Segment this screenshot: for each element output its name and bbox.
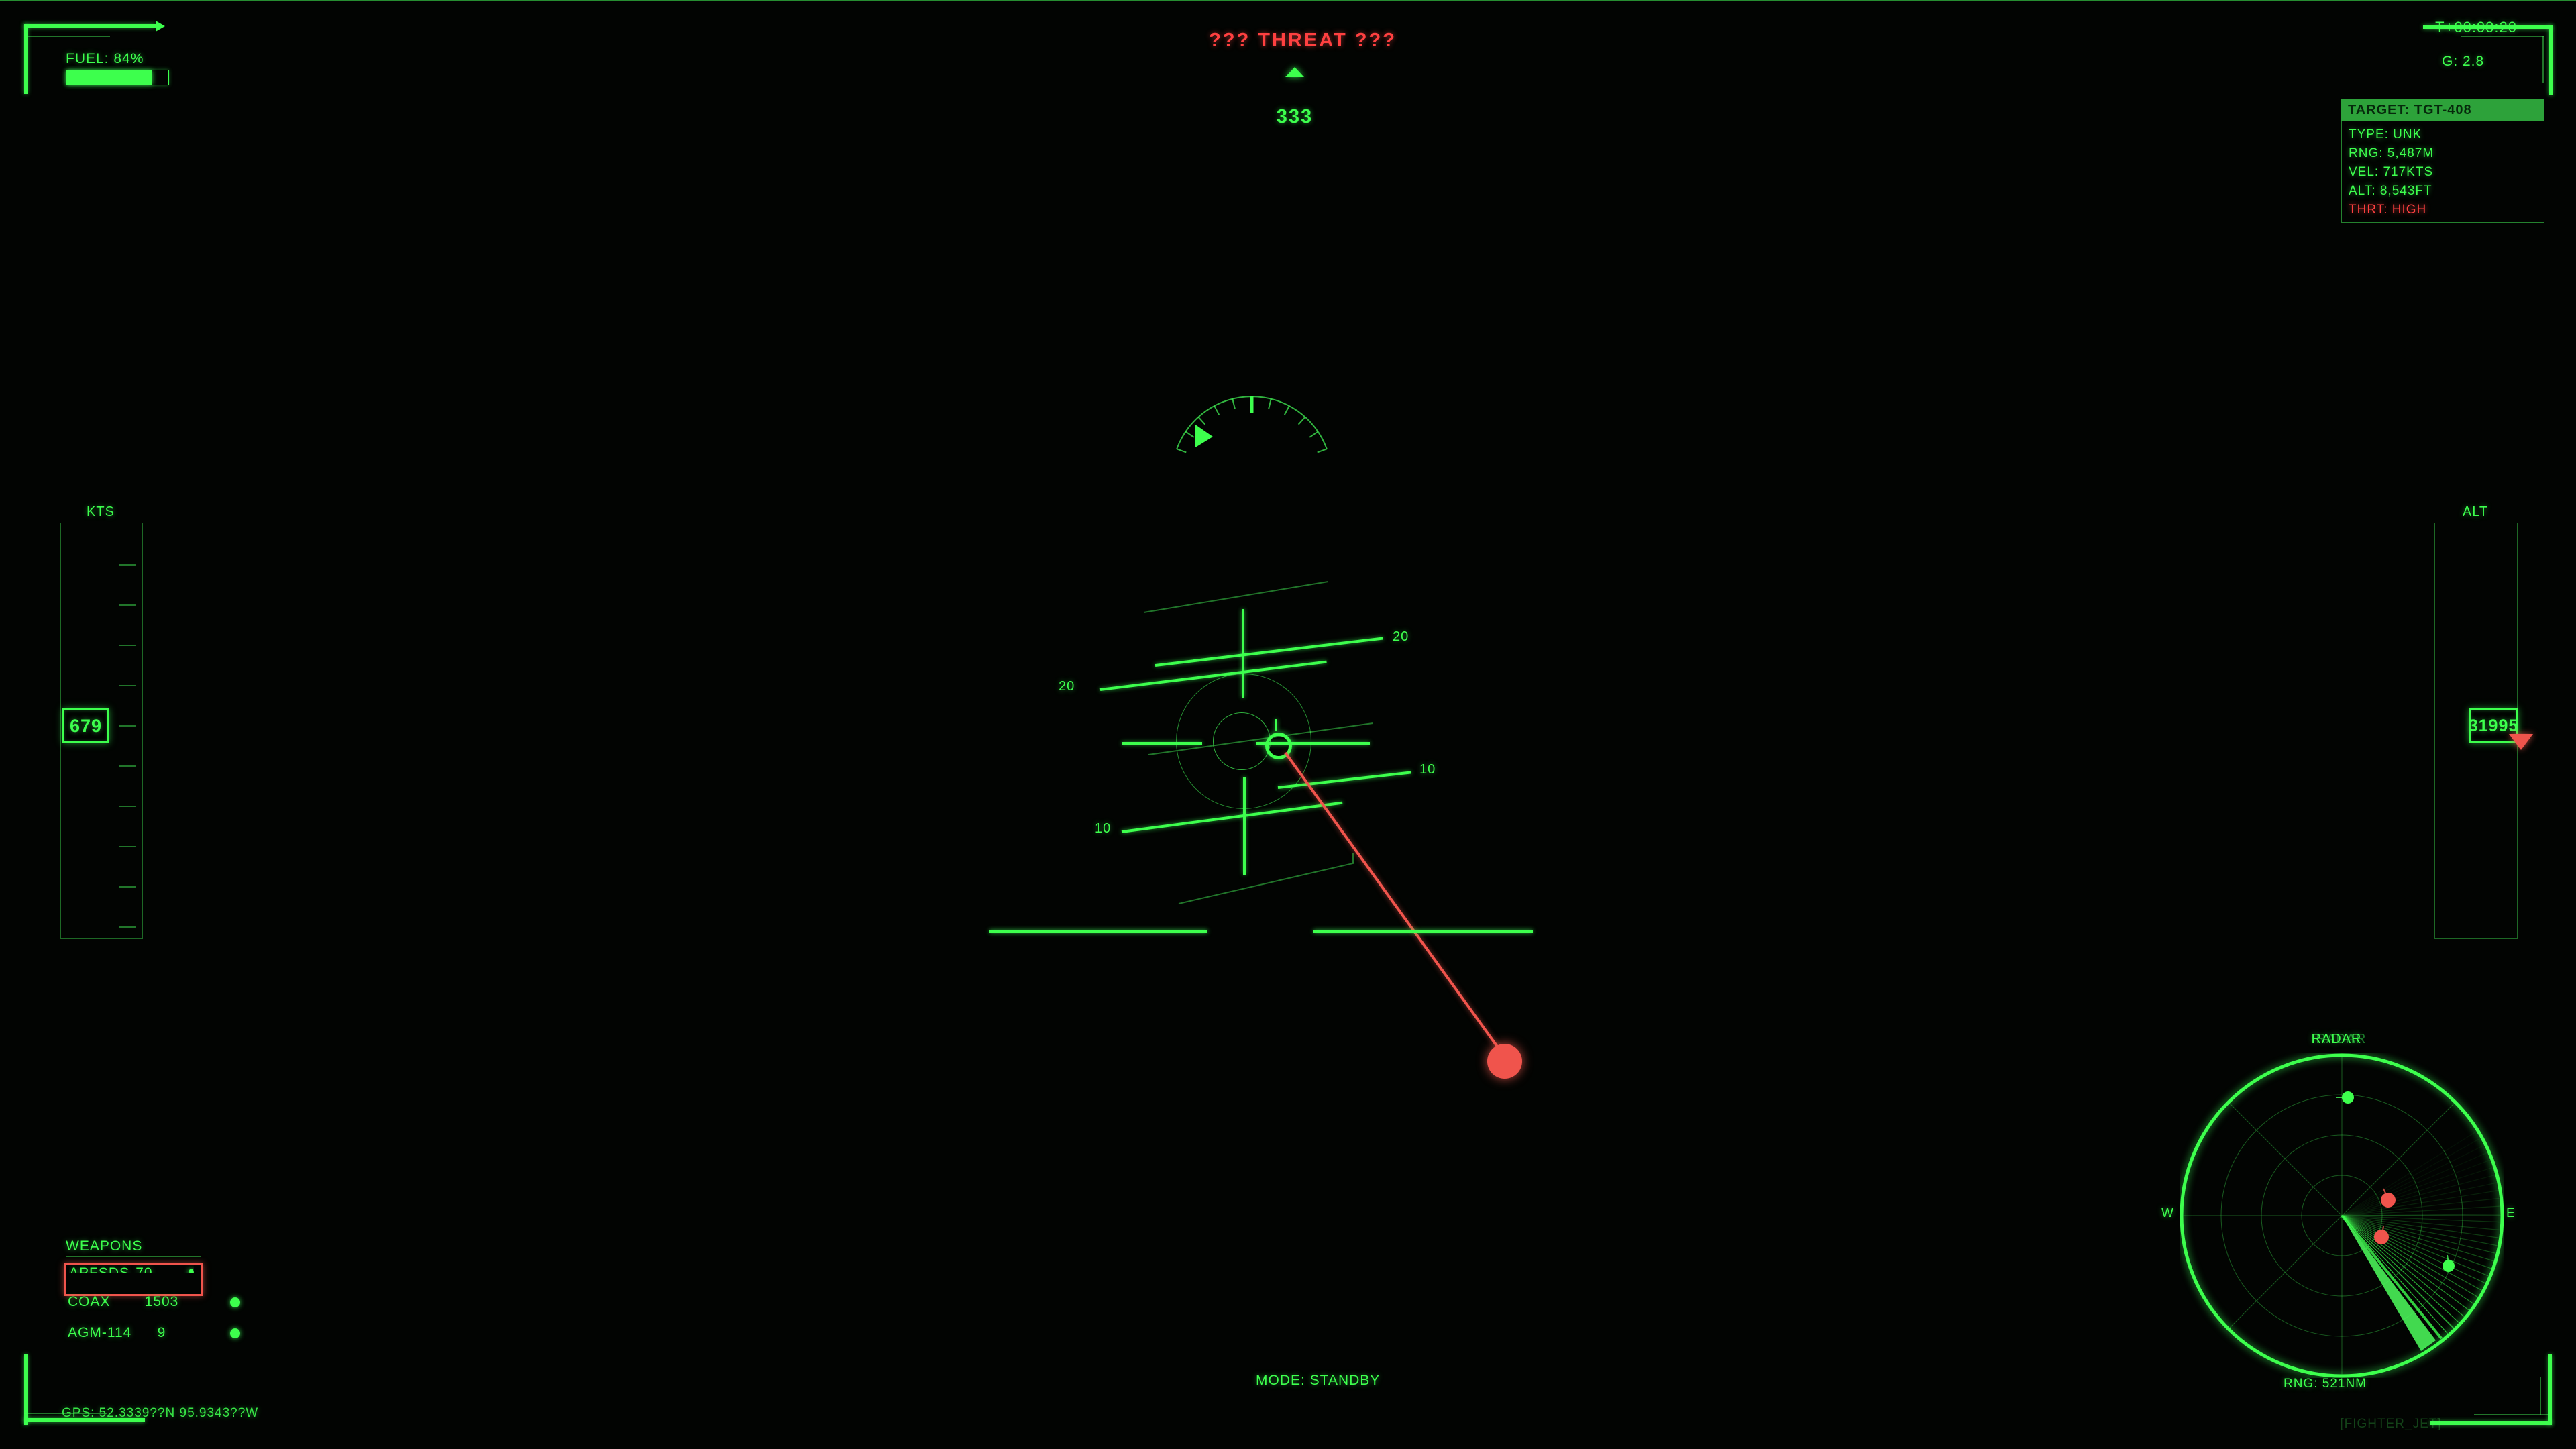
weapon-row[interactable]: AGM-114 9 [68,1325,240,1341]
altitude-marker-icon [2509,734,2533,750]
weapons-divider [66,1256,201,1257]
tape-tick [119,564,136,566]
ground-bar-left [989,930,1208,933]
tape-tick [119,604,136,606]
heading-readout: 333 [1276,106,1313,127]
crosshair-vertical-upper [1242,609,1244,698]
weapon-name: APFSDS [69,1265,130,1273]
speed-value-box: 679 [62,708,109,743]
tape-tick [119,886,136,888]
mission-time: T+00:00:20 [2435,19,2517,36]
radar-sweep [2342,1132,2500,1338]
weapon-count: 1503 [144,1294,179,1309]
radar-contact-friendly [2342,1091,2354,1104]
tape-tick [119,725,136,727]
heading-bug-icon [1195,425,1213,447]
ladder-label: 10 [1095,821,1112,836]
weapon-row[interactable]: COAX 1503 [68,1294,240,1310]
alt-value: 31995 [2468,716,2519,735]
bracket-arrow-icon [156,21,165,32]
speed-value: 679 [69,715,103,736]
tape-tick [119,765,136,767]
ladder-bar-20-right [1155,637,1383,667]
radar-west-label: W [2161,1206,2174,1220]
g-readout: G: 2.8 [2442,54,2485,69]
weapon-select-box [64,1263,203,1296]
weapon-name: COAX [68,1294,111,1309]
target-panel-body: TYPE: UNK RNG: 5,487M VEL: 717KTS ALT: 8… [2341,121,2544,223]
fuel-gauge-fill [66,70,152,85]
ladder-label: 20 [1059,679,1075,694]
ladder-label: 20 [1393,629,1409,644]
reticle-outer-ring [1176,674,1311,809]
radar-contact-hostile [2381,1193,2396,1208]
target-panel-header: TARGET: TGT-408 [2341,99,2544,121]
fuel-gauge [66,70,169,85]
mode-readout: MODE: STANDBY [1256,1373,1381,1388]
threat-blip [1487,1044,1522,1079]
target-row: TYPE: UNK [2349,127,2422,142]
horizon-line [0,0,2576,1]
crosshair-horizontal-left [1122,742,1202,745]
radar-rim [2182,1055,2502,1376]
target-threat-row: THRT: HIGH [2349,203,2427,217]
radar-range-label: RNG: 521NM [2283,1377,2367,1391]
speed-tape-label: KTS [87,504,115,519]
ground-bar-right [1313,930,1533,933]
reticle-inner-ring [1213,712,1271,770]
target-row: VEL: 717KTS [2349,165,2434,179]
speed-tape [60,523,143,939]
radar-contacts [2336,1091,2455,1272]
weapon-count: 9 [157,1325,166,1340]
threat-vector-line [1284,751,1505,1057]
radar-title: RADAR [2311,1032,2362,1046]
tape-tick [119,846,136,847]
crosshair-vertical-lower [1243,777,1246,875]
target-row: ALT: 8,543FT [2349,184,2432,198]
alt-value-box: 31995 [2469,708,2518,743]
weapon-ready-icon [230,1328,240,1338]
weapon-row-selected[interactable]: APFSDS 70 [69,1265,194,1273]
radar-sweep-wedge [2342,1216,2436,1351]
alt-tape-label: ALT [2462,504,2489,519]
radar-contact-hostile [2374,1230,2389,1244]
weapon-count: 70 [136,1265,153,1273]
weapon-name: AGM-114 [68,1325,132,1340]
compass-arc [1167,391,1336,466]
radar-watermark: [FIGHTER_JET] [2340,1417,2442,1431]
fuel-label: FUEL: 84% [66,51,144,66]
threat-warning: ??? THREAT ??? [1209,30,1397,51]
weapon-ready-icon [230,1297,240,1307]
radar-contact-friendly [2443,1260,2455,1272]
tape-tick [119,645,136,646]
heading-caret-icon [1285,67,1304,77]
target-row: RNG: 5,487M [2349,146,2434,160]
weapon-ready-icon [188,1268,194,1273]
gps-readout: GPS: 52.3339??N 95.9343??W [62,1406,259,1420]
target-designator-ring [1265,733,1292,759]
crosshair-horizontal-right [1256,742,1370,745]
radar-scope [2180,1053,2504,1378]
tape-tick [119,806,136,807]
ladder-label: 10 [1419,762,1436,777]
tape-tick [119,685,136,686]
radar-east-label: E [2506,1206,2516,1220]
weapons-title: WEAPONS [66,1238,143,1254]
designator-tick [1275,719,1277,731]
tape-tick [119,926,136,928]
